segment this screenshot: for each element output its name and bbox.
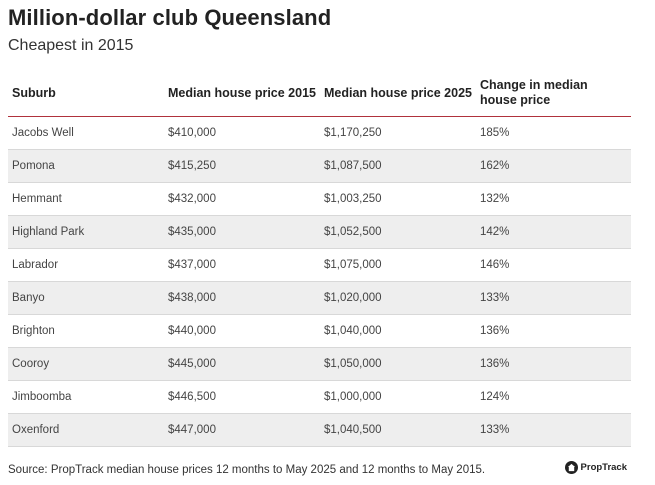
change-cell: 124%: [476, 380, 631, 414]
price-2015-cell: $445,000: [164, 347, 320, 381]
price-2015-cell: $440,000: [164, 314, 320, 348]
price-2025-cell: $1,087,500: [320, 149, 476, 183]
price-2025-cell: $1,040,500: [320, 413, 476, 447]
price-2025-cell: $1,000,000: [320, 380, 476, 414]
price-2025-cell: $1,075,000: [320, 248, 476, 282]
price-2015-cell: $415,250: [164, 149, 320, 183]
price-2015-cell: $438,000: [164, 281, 320, 315]
suburb-cell: Hemmant: [8, 182, 164, 216]
suburb-cell: Cooroy: [8, 347, 164, 381]
price-2025-cell: $1,050,000: [320, 347, 476, 381]
table-row: Highland Park $435,000 $1,052,500 142%: [8, 215, 631, 249]
source-note: Source: PropTrack median house prices 12…: [8, 464, 486, 476]
table-row: Pomona $415,250 $1,087,500 162%: [8, 149, 631, 183]
change-cell: 146%: [476, 248, 631, 282]
suburb-cell: Brighton: [8, 314, 164, 348]
brand-name: PropTrack: [580, 462, 627, 473]
price-2015-cell: $410,000: [164, 116, 320, 150]
table-body: Jacobs Well $410,000 $1,170,250 185% Pomona $…: [8, 116, 631, 447]
chart-title: Million-dollar club Queensland: [8, 5, 332, 30]
change-cell: 132%: [476, 182, 631, 216]
suburb-cell: Banyo: [8, 281, 164, 315]
change-cell: 133%: [476, 413, 631, 447]
column-header-suburb: Suburb: [8, 70, 164, 117]
table-row: Cooroy $445,000 $1,050,000 136%: [8, 347, 631, 381]
table-row: Hemmant $432,000 $1,003,250 132%: [8, 182, 631, 216]
price-2015-cell: $447,000: [164, 413, 320, 447]
suburb-cell: Highland Park: [8, 215, 164, 249]
price-2015-cell: $432,000: [164, 182, 320, 216]
table-row: Labrador $437,000 $1,075,000 146%: [8, 248, 631, 282]
table-row: Oxenford $447,000 $1,040,500 133%: [8, 413, 631, 447]
price-2015-cell: $435,000: [164, 215, 320, 249]
table-row: Banyo $438,000 $1,020,000 133%: [8, 281, 631, 315]
change-cell: 142%: [476, 215, 631, 249]
column-header-change: Change in median house price: [476, 70, 631, 117]
data-table: Suburb Median house price 2015 Median ho…: [8, 70, 631, 447]
table-row: Jimboomba $446,500 $1,000,000 124%: [8, 380, 631, 414]
header-row: Suburb Median house price 2015 Median ho…: [8, 70, 631, 117]
change-cell: 185%: [476, 116, 631, 150]
suburb-cell: Labrador: [8, 248, 164, 282]
column-header-price-2015: Median house price 2015: [164, 70, 320, 117]
change-cell: 133%: [476, 281, 631, 315]
price-2025-cell: $1,040,000: [320, 314, 476, 348]
price-2025-cell: $1,020,000: [320, 281, 476, 315]
table-row: Brighton $440,000 $1,040,000 136%: [8, 314, 631, 348]
suburb-cell: Jimboomba: [8, 380, 164, 414]
price-2025-cell: $1,003,250: [320, 182, 476, 216]
price-2015-cell: $446,500: [164, 380, 320, 414]
column-header-price-2025: Median house price 2025: [320, 70, 476, 117]
price-2025-cell: $1,170,250: [320, 116, 476, 150]
suburb-cell: Pomona: [8, 149, 164, 183]
change-cell: 136%: [476, 314, 631, 348]
suburb-cell: Oxenford: [8, 413, 164, 447]
chart-subtitle: Cheapest in 2015: [8, 37, 134, 54]
price-2025-cell: $1,052,500: [320, 215, 476, 249]
table-row: Jacobs Well $410,000 $1,170,250 185%: [8, 116, 631, 150]
change-cell: 136%: [476, 347, 631, 381]
change-cell: 162%: [476, 149, 631, 183]
brand-logo: PropTrack: [564, 461, 627, 474]
suburb-cell: Jacobs Well: [8, 116, 164, 150]
house-icon: [564, 461, 578, 474]
price-2015-cell: $437,000: [164, 248, 320, 282]
